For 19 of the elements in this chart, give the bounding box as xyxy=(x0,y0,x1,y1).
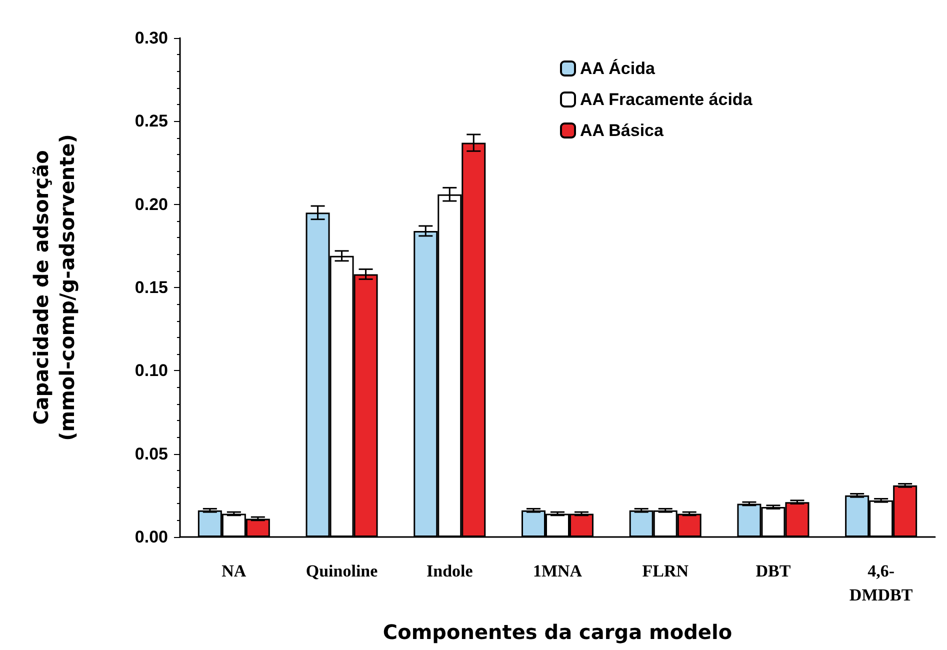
x-tick-label: Indole xyxy=(426,562,474,580)
legend-label: AA Básica xyxy=(580,121,664,140)
y-tick-label: 0.10 xyxy=(134,361,168,380)
y-tick-label: 0.30 xyxy=(134,28,168,48)
x-tick-label: NA xyxy=(222,562,247,580)
x-axis-title: Componentes da carga modelo xyxy=(382,620,732,644)
x-tick-label: DBT xyxy=(756,562,792,580)
y-tick-label: 0.05 xyxy=(134,444,168,464)
y-tick-label: 0.15 xyxy=(134,278,168,297)
x-tick-label: 4,6- DMDBT xyxy=(849,562,914,604)
y-tick-label: 0.00 xyxy=(134,528,168,546)
x-tick-label: 1MNA xyxy=(532,562,583,580)
y-tick-label: 0.20 xyxy=(134,194,168,214)
y-tick-label: 0.25 xyxy=(134,112,168,131)
y-axis-title: Capacidade de adsorção (mmol-comp/g-adsorvente) xyxy=(29,134,79,441)
x-tick-label: FLRN xyxy=(642,562,690,580)
legend-label: AA Fracamente ácida xyxy=(580,90,753,109)
x-tick-label: Quinoline xyxy=(306,562,378,580)
legend-label: AA Ácida xyxy=(580,58,656,78)
